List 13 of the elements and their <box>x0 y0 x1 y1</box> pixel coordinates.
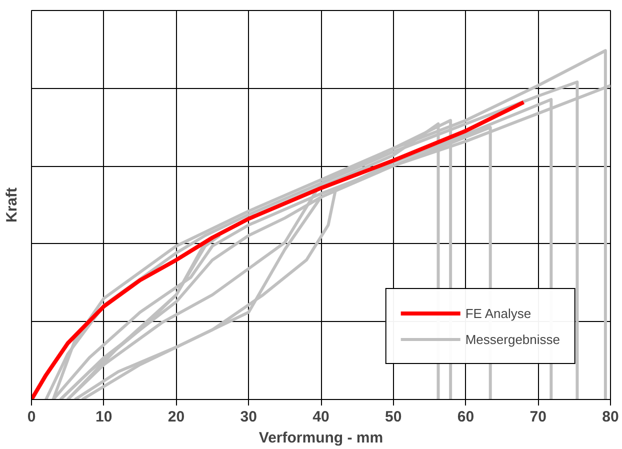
legend-label: FE Analyse <box>465 306 532 320</box>
x-tick-label: 40 <box>312 408 330 426</box>
x-tick-label: 0 <box>27 408 36 426</box>
x-axis-title: Verformung - mm <box>258 430 384 446</box>
x-tick-label: 30 <box>240 408 257 426</box>
x-tick-label: 60 <box>457 408 474 426</box>
x-tick-label: 10 <box>96 408 112 426</box>
y-axis-title: Kraft <box>4 187 20 222</box>
x-tick-label: 50 <box>385 408 402 426</box>
x-tick-label: 80 <box>602 408 619 426</box>
legend-label: Messergebnisse <box>465 332 560 346</box>
x-tick-label: 20 <box>168 408 185 426</box>
x-tick-label: 70 <box>530 408 546 426</box>
